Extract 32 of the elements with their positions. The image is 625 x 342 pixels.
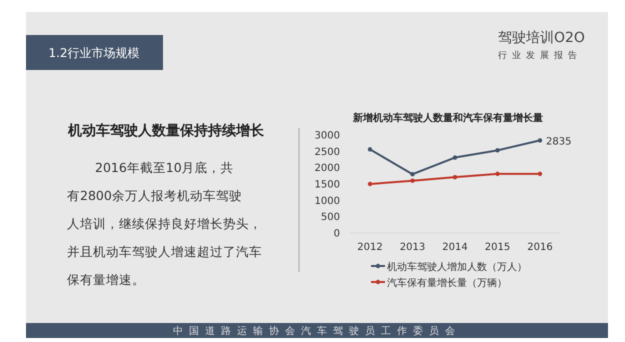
y-tick-label: 1500: [314, 180, 340, 190]
y-tick-label: 500: [320, 212, 340, 224]
legend-label: 汽车保有量增长量（万辆）: [387, 277, 507, 289]
point: [452, 155, 458, 160]
point: [410, 178, 415, 183]
y-tick-label: 1000: [314, 196, 340, 207]
text: 机动车驾驶人数量保持持续增长: [67, 122, 265, 139]
legend-label: 机动车驾驶人增加人数（万人）: [387, 261, 527, 273]
y-tick-label: 0: [334, 228, 340, 240]
data-label: 2835: [546, 136, 572, 148]
text: 2016年截至10月底，共有2800余万人报考机动车驾驶人培训，继续保持良好增长势头，并且机动车驾驶人增速超过了汽车保有量增速。: [67, 160, 262, 287]
text: 1.2行业市场规模: [48, 46, 140, 60]
text: 行业发展报告: [498, 50, 582, 61]
chart-title: 新增机动车驾驶人数量和汽车保有量增长量: [352, 112, 543, 124]
y-tick-label: 3000: [314, 130, 340, 142]
point: [410, 172, 415, 176]
x-tick-label: 2015: [484, 242, 510, 253]
x-tick-label: 2012: [357, 242, 383, 253]
point: [538, 138, 542, 143]
x-tick-label: 2016: [527, 242, 553, 253]
x-tick-label: 2014: [442, 242, 468, 253]
y-tick-label: 2500: [314, 146, 340, 158]
point: [368, 147, 372, 152]
point: [538, 172, 542, 176]
point: [368, 182, 372, 186]
point: [452, 174, 458, 180]
text: 中国道路运输协会汽车驾驶员工作委员会: [173, 325, 461, 337]
point: [495, 148, 500, 153]
y-tick-label: 2000: [314, 163, 340, 174]
x-tick-label: 2013: [400, 242, 426, 253]
text: 驾驶培训O2O: [498, 30, 585, 46]
point: [495, 172, 500, 176]
